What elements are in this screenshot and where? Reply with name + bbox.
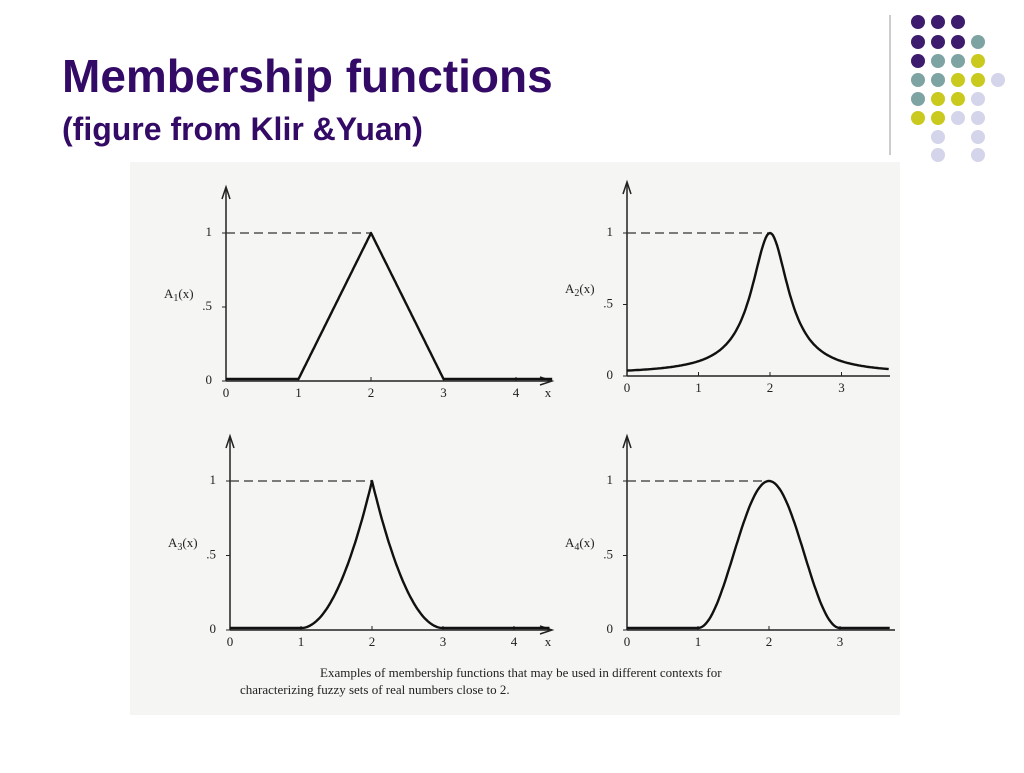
dot xyxy=(971,73,985,87)
dot xyxy=(911,35,925,49)
title: Membership functions xyxy=(62,50,553,102)
function-label: A1(x) xyxy=(164,286,194,304)
dot xyxy=(951,92,965,106)
x-tick-label: 2 xyxy=(767,380,774,395)
dot xyxy=(931,54,945,68)
dot xyxy=(931,111,945,125)
x-tick-label: 1 xyxy=(298,634,305,649)
y-tick-label: .5 xyxy=(202,298,212,313)
y-tick-label: 0 xyxy=(607,621,614,636)
x-tick-label: 4 xyxy=(513,385,520,400)
label-arg: (x) xyxy=(579,535,594,550)
label-sub: 2 xyxy=(574,288,579,299)
y-tick-label: 0 xyxy=(210,621,217,636)
dot xyxy=(951,54,965,68)
label-name: A xyxy=(565,535,575,550)
x-tick-label: 0 xyxy=(624,634,631,649)
x-tick-label: 3 xyxy=(838,380,845,395)
y-tick-label: 1 xyxy=(206,224,213,239)
y-tick-label: .5 xyxy=(206,546,216,561)
dot xyxy=(931,35,945,49)
membership-curve xyxy=(226,231,553,381)
dot xyxy=(931,15,945,29)
membership-curve xyxy=(627,479,890,630)
x-tick-label: 3 xyxy=(440,385,447,400)
figure-background xyxy=(130,162,900,715)
dot xyxy=(971,111,985,125)
y-tick-label: .5 xyxy=(603,295,613,310)
x-tick-label: 3 xyxy=(440,634,447,649)
dot xyxy=(911,73,925,87)
decoration-dots xyxy=(911,15,1005,162)
dot xyxy=(911,92,925,106)
y-tick-label: 1 xyxy=(607,224,614,239)
dot xyxy=(931,148,945,162)
y-arrow xyxy=(622,433,632,449)
x-tick-label: 0 xyxy=(223,385,230,400)
x-tick-label: 4 xyxy=(511,634,518,649)
dot xyxy=(951,111,965,125)
figure: 1.500 1 2 3 4 xA1(x)1.500 1 2 3A2(x)1.500 1 2 3 4 xA3… xyxy=(164,179,895,697)
dot xyxy=(911,111,925,125)
y-tick-label: .5 xyxy=(603,546,613,561)
x-tick-label: 1 xyxy=(295,385,302,400)
subtitle: (figure from Klir &Yuan) xyxy=(62,111,423,147)
label-arg: (x) xyxy=(579,281,594,296)
dot xyxy=(971,35,985,49)
dot xyxy=(911,15,925,29)
y-arrow xyxy=(221,184,231,200)
x-tick-label: 2 xyxy=(369,634,376,649)
dot xyxy=(931,92,945,106)
label-name: A xyxy=(164,286,174,301)
dot xyxy=(911,54,925,68)
x-tick-label: x xyxy=(545,634,552,649)
function-label: A4(x) xyxy=(565,535,595,553)
x-tick-label: 0 xyxy=(227,634,234,649)
function-label: A3(x) xyxy=(168,535,198,553)
dot xyxy=(991,73,1005,87)
dot xyxy=(971,130,985,144)
x-tick-label: 2 xyxy=(368,385,375,400)
membership-curve xyxy=(230,479,550,630)
y-arrow xyxy=(622,179,632,195)
y-tick-label: 0 xyxy=(206,372,213,387)
x-tick-label: 1 xyxy=(695,380,702,395)
label-arg: (x) xyxy=(178,286,193,301)
dot xyxy=(931,73,945,87)
y-tick-label: 0 xyxy=(607,367,614,382)
y-tick-label: 1 xyxy=(607,472,614,487)
dot xyxy=(971,54,985,68)
dot xyxy=(931,130,945,144)
x-tick-label: 2 xyxy=(766,634,773,649)
membership-curve xyxy=(626,231,889,372)
label-sub: 3 xyxy=(177,542,182,553)
function-label: A2(x) xyxy=(565,281,595,299)
x-tick-label: 1 xyxy=(695,634,702,649)
caption-line: Examples of membership functions that ma… xyxy=(320,665,722,680)
dot xyxy=(971,148,985,162)
caption-line: characterizing fuzzy sets of real number… xyxy=(240,682,510,697)
label-sub: 1 xyxy=(173,293,178,304)
dot xyxy=(951,15,965,29)
label-arg: (x) xyxy=(182,535,197,550)
label-name: A xyxy=(565,281,575,296)
x-tick-label: x xyxy=(545,385,552,400)
dot xyxy=(951,35,965,49)
dot xyxy=(971,92,985,106)
y-arrow xyxy=(225,433,235,449)
x-tick-label: 3 xyxy=(837,634,844,649)
label-name: A xyxy=(168,535,178,550)
y-tick-label: 1 xyxy=(210,472,217,487)
dot xyxy=(951,73,965,87)
label-sub: 4 xyxy=(574,542,579,553)
x-tick-label: 0 xyxy=(624,380,631,395)
